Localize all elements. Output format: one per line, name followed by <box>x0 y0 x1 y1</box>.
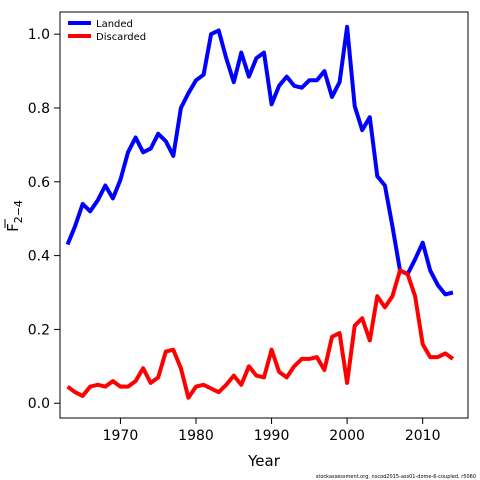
footnote: stockassessment.org, nscod2015-ass01-dom… <box>316 474 476 480</box>
x-axis: 1970 1980 1990 2000 2010 <box>103 418 441 444</box>
y-axis-title: F2−4 <box>4 200 25 232</box>
y-tick-label: 0.4 <box>28 249 50 265</box>
y-axis: 0.0 0.2 0.4 0.6 0.8 1.0 <box>28 27 60 412</box>
x-tick-label: 1990 <box>254 428 290 444</box>
y-tick-label: 0.6 <box>28 175 50 191</box>
series-layer <box>65 24 455 400</box>
y-tick-label: 0.8 <box>28 101 50 117</box>
y-tick-label: 0.0 <box>28 396 50 412</box>
legend: Landed Discarded <box>68 19 146 43</box>
x-tick-label: 1970 <box>103 428 139 444</box>
series-line-discarded <box>66 268 455 400</box>
y-axis-title-subscript: 2−4 <box>12 200 25 223</box>
x-tick-label: 2000 <box>329 428 365 444</box>
legend-label-discarded: Discarded <box>96 32 146 43</box>
y-tick-label: 0.2 <box>28 322 50 338</box>
x-tick-label: 1980 <box>178 428 214 444</box>
y-tick-label: 1.0 <box>28 27 50 43</box>
y-axis-title-main: F <box>4 223 22 232</box>
svg-text:F2−4: F2−4 <box>4 200 25 232</box>
x-axis-title: Year <box>247 452 281 470</box>
series-line-landed <box>65 24 454 297</box>
legend-label-landed: Landed <box>96 19 133 30</box>
x-tick-label: 2010 <box>405 428 441 444</box>
plot-frame <box>59 11 469 419</box>
